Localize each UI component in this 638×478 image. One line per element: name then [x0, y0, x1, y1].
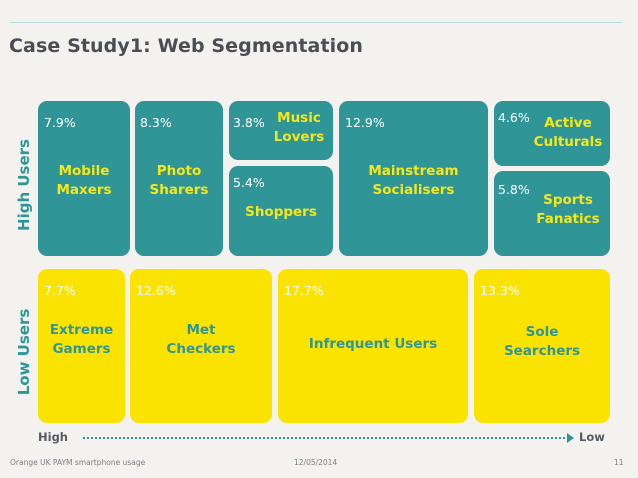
segment-percent: 12.9%: [345, 115, 385, 130]
arrow-head-icon: [567, 433, 574, 443]
axis-low-label: Low: [579, 430, 605, 444]
segment-name: Sports Fanatics: [536, 192, 600, 227]
segment-mobile-maxers: 7.9% Mobile Maxers: [38, 101, 130, 256]
segment-name: Sole Searchers: [503, 324, 581, 359]
segment-met-checkers: 12.6% Met Checkers: [130, 269, 272, 423]
segment-photo-sharers: 8.3% Photo Sharers: [135, 101, 223, 256]
footer-source: Orange UK PAYM smartphone usage: [10, 458, 146, 467]
segment-shoppers: 5.4% Shoppers: [229, 166, 333, 256]
segment-percent: 4.6%: [498, 110, 530, 125]
segment-name: Shoppers: [245, 204, 317, 220]
segment-percent: 7.7%: [44, 283, 76, 298]
segment-extreme-gamers: 7.7% Extreme Gamers: [38, 269, 125, 423]
segment-name: Photo Sharers: [149, 163, 209, 198]
segment-mainstream-socialisers: 12.9% Mainstream Socialisers: [339, 101, 488, 256]
low-users-label: Low Users: [15, 308, 33, 396]
segment-percent: 13.3%: [480, 283, 520, 298]
top-divider: [10, 22, 622, 23]
page-title: Case Study1: Web Segmentation: [9, 35, 364, 57]
page-number: 11: [614, 458, 624, 467]
segment-percent: 5.8%: [498, 182, 530, 197]
segment-active-culturals: 4.6% Active Culturals: [494, 101, 610, 166]
segment-percent: 5.4%: [233, 175, 265, 190]
segment-infrequent-users: 17.7% Infrequent Users: [278, 269, 468, 423]
segment-percent: 3.8%: [233, 115, 265, 130]
segment-name: Mobile Maxers: [56, 163, 112, 198]
segment-music-lovers: 3.8% Music Lovers: [229, 101, 333, 160]
segment-percent: 17.7%: [284, 283, 324, 298]
usage-axis-arrow: [83, 437, 569, 439]
high-users-label: High Users: [15, 139, 33, 231]
segment-sole-searchers: 13.3% Sole Searchers: [474, 269, 610, 423]
segment-name: Mainstream Socialisers: [368, 163, 459, 198]
segment-name: Active Culturals: [533, 115, 603, 150]
segment-percent: 7.9%: [44, 115, 76, 130]
footer-date: 12/05/2014: [294, 458, 338, 467]
axis-high-label: High: [38, 430, 68, 444]
segment-name: Met Checkers: [166, 322, 236, 357]
segment-percent: 8.3%: [140, 115, 172, 130]
segment-percent: 12.6%: [136, 283, 176, 298]
segment-name: Extreme Gamers: [49, 322, 114, 357]
segment-sports-fanatics: 5.8% Sports Fanatics: [494, 171, 610, 256]
segment-name: Music Lovers: [273, 110, 325, 145]
segment-name: Infrequent Users: [308, 336, 438, 352]
